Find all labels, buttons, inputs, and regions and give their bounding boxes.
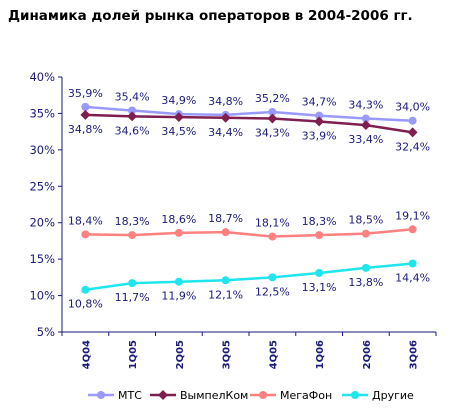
data-point — [81, 102, 90, 111]
data-point — [315, 268, 324, 277]
data-label: 13,8% — [348, 276, 383, 289]
data-label: 34,3% — [348, 99, 383, 112]
data-label: 34,9% — [161, 94, 196, 107]
data-point — [315, 111, 324, 120]
data-point — [408, 116, 417, 125]
data-point — [221, 228, 230, 237]
data-label: 18,4% — [68, 214, 103, 227]
data-label: 18,3% — [115, 215, 150, 228]
data-label: 33,4% — [348, 133, 383, 146]
data-point — [81, 285, 90, 294]
series-line — [85, 113, 413, 134]
data-label: 33,9% — [302, 129, 337, 142]
data-point — [267, 113, 278, 124]
data-point — [315, 231, 324, 240]
data-point — [127, 111, 138, 122]
data-point — [408, 225, 417, 234]
data-label: 34,0% — [395, 101, 430, 114]
data-label: 18,7% — [208, 212, 243, 225]
data-point — [174, 277, 183, 286]
data-point — [128, 231, 137, 240]
y-tick-label: 35% — [29, 106, 55, 120]
y-tick-label: 40% — [29, 70, 55, 84]
data-label: 34,6% — [115, 124, 150, 137]
data-point — [407, 127, 418, 138]
data-label: 34,3% — [255, 127, 290, 140]
legend-marker — [259, 391, 267, 399]
data-point — [220, 112, 231, 123]
series-line — [85, 228, 413, 238]
legend-marker — [97, 391, 105, 399]
data-point — [408, 259, 417, 268]
data-point — [361, 114, 370, 123]
chart-title: Динамика долей рынка операторов в 2004-2… — [8, 8, 413, 24]
data-label: 32,4% — [395, 140, 430, 153]
y-tick-label: 15% — [29, 252, 55, 266]
data-point — [361, 263, 370, 272]
legend-label: Другие — [372, 389, 414, 402]
data-point — [174, 228, 183, 237]
legend-label: МТС — [118, 389, 142, 402]
data-label: 12,1% — [208, 288, 243, 301]
x-tick-label: 1Q06 — [315, 340, 326, 369]
data-label: 19,1% — [395, 209, 430, 222]
x-tick-label: 2Q06 — [362, 340, 373, 369]
data-label: 13,1% — [302, 281, 337, 294]
data-label: 35,4% — [115, 91, 150, 104]
data-label: 18,6% — [161, 213, 196, 226]
data-label: 34,5% — [161, 125, 196, 138]
data-label: 18,3% — [302, 215, 337, 228]
x-tick-label: 3Q05 — [222, 340, 233, 369]
y-tick-label: 5% — [37, 325, 55, 339]
legend-marker — [158, 390, 168, 400]
data-point — [268, 232, 277, 241]
data-point — [221, 276, 230, 285]
data-point — [80, 109, 91, 120]
legend-label: ВымпелКом — [180, 389, 248, 402]
data-point — [268, 107, 277, 116]
data-label: 14,4% — [395, 272, 430, 285]
x-tick-label: 1Q05 — [128, 340, 139, 369]
data-point — [173, 112, 184, 123]
legend-marker — [351, 391, 359, 399]
x-tick-label: 3Q06 — [409, 340, 420, 369]
data-label: 34,7% — [302, 96, 337, 109]
data-label: 35,2% — [255, 92, 290, 105]
data-label: 11,7% — [115, 291, 150, 304]
x-tick-label: 4Q05 — [268, 340, 279, 369]
data-label: 18,1% — [255, 217, 290, 230]
data-label: 34,8% — [68, 123, 103, 136]
data-label: 11,9% — [161, 290, 196, 303]
data-label: 18,5% — [348, 214, 383, 227]
data-label: 12,5% — [255, 285, 290, 298]
y-tick-label: 20% — [29, 216, 55, 230]
data-point — [360, 120, 371, 131]
series-line — [85, 262, 413, 291]
legend-label: МегаФон — [280, 389, 332, 402]
data-point — [268, 273, 277, 282]
data-label: 34,4% — [208, 126, 243, 139]
data-label: 35,9% — [68, 87, 103, 100]
series-line — [85, 105, 413, 122]
x-tick-label: 4Q04 — [81, 340, 92, 369]
y-tick-label: 30% — [29, 143, 55, 157]
data-point — [128, 106, 137, 115]
data-point — [81, 230, 90, 239]
data-point — [128, 279, 137, 288]
data-label: 10,8% — [68, 298, 103, 311]
y-tick-label: 10% — [29, 289, 55, 303]
data-point — [361, 229, 370, 238]
data-point — [314, 116, 325, 127]
data-label: 34,8% — [208, 95, 243, 108]
x-tick-label: 2Q05 — [175, 340, 186, 369]
y-tick-label: 25% — [29, 179, 55, 193]
